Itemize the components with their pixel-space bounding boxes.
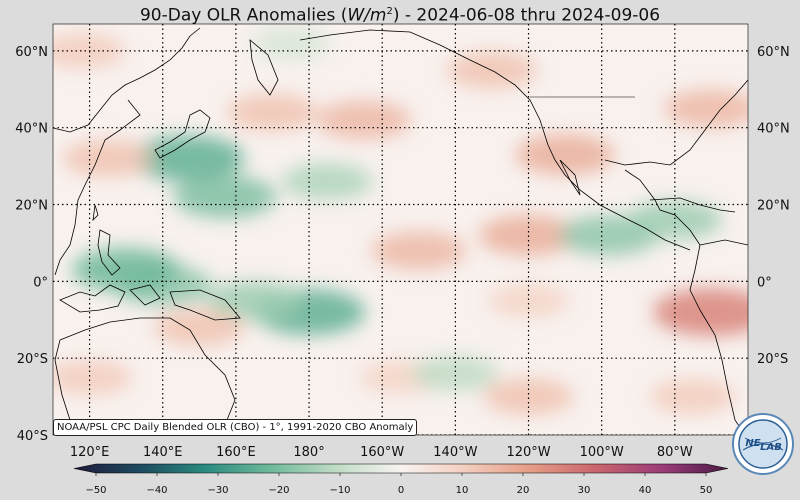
colorbar-tick-label: 10	[456, 485, 469, 496]
anomaly-blob-13	[627, 200, 723, 240]
graticule	[53, 24, 748, 435]
asia-coastline	[53, 27, 201, 276]
lon-labels: 120°E 140°E 160°E 180° 160°W 140°W 120°W 100°W 8…	[70, 445, 693, 460]
lon-label: 160°W	[360, 445, 404, 460]
colorbar-tick-label: 20	[517, 485, 530, 496]
lon-label: 160°E	[216, 445, 256, 460]
philippines-coastline	[92, 204, 121, 276]
colorbar-tick-label: −30	[207, 485, 228, 496]
lat-label-left: 60°N	[15, 45, 48, 60]
colorbar-tick-label: −50	[85, 485, 106, 496]
japan-coastline	[154, 109, 211, 159]
anomaly-blob-24	[650, 379, 737, 415]
lat-label-left: 20°S	[17, 352, 48, 367]
data-credit: NOAA/PSL CPC Daily Blended OLR (CBO) - 1…	[53, 419, 418, 436]
title-unit-sup: 2	[386, 6, 393, 17]
us-gulf-coastline	[604, 79, 748, 166]
lat-label-right: 20°S	[757, 352, 788, 367]
lat-labels-left: 60°N 40°N 20°N 0° 20°S 40°S	[15, 45, 48, 444]
anomaly-blob-23	[653, 288, 748, 336]
title-prefix: 90-Day OLR Anomalies (	[139, 5, 348, 26]
anomaly-blob-19	[53, 359, 133, 395]
colorbar-tick-label: 0	[398, 485, 404, 496]
anomaly-field	[53, 27, 748, 415]
anomaly-blob-1	[173, 175, 277, 218]
colorbar-bar	[73, 463, 729, 474]
anomaly-blob-3	[227, 93, 318, 131]
anomaly-blob-26	[487, 283, 570, 318]
lat-labels-right: 60°N40°N20°N0°20°S40°S	[757, 45, 790, 444]
anomaly-blob-17	[206, 281, 302, 320]
central-america-coastline	[559, 159, 701, 246]
anomaly-blob-10	[515, 134, 615, 175]
south-america-coastline	[689, 239, 748, 435]
colorbar-tick-label: −10	[329, 485, 350, 496]
lon-label: 80°W	[657, 445, 693, 460]
colorbar-tick-label: −20	[268, 485, 289, 496]
anomaly-blob-8	[371, 231, 467, 270]
lat-label-left: 20°N	[15, 199, 48, 214]
lat-label-right: 40°N	[757, 122, 790, 137]
title-suffix: ) - 2024-06-08 thru 2024-09-06	[392, 5, 661, 26]
lon-label: 120°W	[506, 445, 550, 460]
lat-label-left: 40°S	[17, 429, 48, 444]
psl-logo-icon: NE LAB	[732, 413, 794, 475]
lat-label-right: 0°	[757, 275, 772, 290]
colorbar-tick-label: −40	[146, 485, 167, 496]
map-title: 90-Day OLR Anomalies (W/m2) - 2024-06-08…	[0, 0, 800, 26]
anomaly-blob-5	[62, 140, 154, 177]
lat-label-left: 40°N	[15, 122, 48, 137]
lon-label: 120°E	[70, 445, 110, 460]
logo-text-left: NE	[745, 438, 760, 449]
title-unit: W/m	[347, 5, 387, 26]
lat-label-right: 20°N	[757, 199, 790, 214]
anomaly-blob-25	[664, 89, 748, 128]
colorbar-ticks: −50 −40 −30 −20 −10 0 10 20 30 40 50	[85, 473, 712, 496]
anomaly-blob-15	[72, 247, 181, 292]
anomaly-blob-18	[154, 309, 245, 346]
lat-label-right: 60°N	[757, 45, 790, 60]
alaska-coastline	[299, 29, 691, 251]
colorbar-tick-label: 30	[578, 485, 591, 496]
anomaly-blob-21	[412, 356, 499, 392]
map-plot-area	[53, 24, 748, 435]
logo-text-right: LAB	[760, 442, 782, 453]
lon-label: 100°W	[580, 445, 624, 460]
caribbean-coastline	[649, 197, 736, 213]
colorbar: −50 −40 −30 −20 −10 0 10 20 30 40 50	[73, 463, 729, 496]
lon-label: 140°W	[433, 445, 477, 460]
anomaly-blob-7	[252, 27, 330, 59]
colorbar-tick-label: 40	[639, 485, 652, 496]
anomaly-blob-4	[316, 100, 412, 140]
lat-label-left: 0°	[33, 275, 48, 290]
lon-label: 180°	[293, 445, 324, 460]
indonesia-coastline	[59, 284, 241, 321]
kamchatka-coastline	[249, 39, 279, 96]
coastlines	[53, 27, 748, 435]
anomaly-blob-9	[478, 215, 579, 256]
australia-coastline	[54, 317, 236, 435]
anomaly-blob-22	[483, 378, 574, 415]
lon-label: 140°E	[143, 445, 183, 460]
colorbar-tick-label: 50	[700, 485, 713, 496]
anomaly-blob-2	[282, 163, 373, 200]
